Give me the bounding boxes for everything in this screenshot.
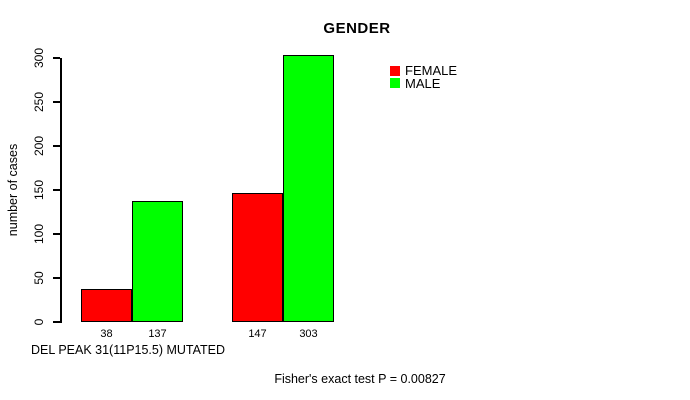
legend-swatch-male [390, 78, 400, 88]
chart-title: GENDER [323, 20, 391, 37]
legend-label: FEMALE [405, 63, 458, 78]
bar-count-label: 38 [100, 328, 113, 340]
y-tick-label: 0 [32, 318, 46, 326]
bar-male-group2 [283, 55, 334, 322]
y-tick-label: 250 [32, 91, 46, 113]
y-tick-label: 50 [32, 271, 46, 285]
y-tick-label: 300 [32, 47, 46, 69]
y-tick-mark [53, 101, 60, 103]
bar-male-group1 [132, 201, 183, 322]
y-tick-mark [53, 145, 60, 147]
fisher-test-annotation: Fisher's exact test P = 0.00827 [274, 372, 446, 386]
bar-female-group1 [81, 288, 132, 322]
legend-item-male: MALE [390, 75, 457, 91]
bar-female-group2 [232, 192, 283, 322]
y-tick-mark [53, 321, 60, 323]
y-tick-label: 100 [32, 223, 46, 245]
legend-swatch-female [390, 65, 400, 76]
y-axis-line [60, 57, 62, 323]
y-tick-mark [53, 189, 60, 191]
bar-count-label: 303 [299, 328, 318, 340]
y-tick-label: 200 [32, 135, 46, 157]
legend-label: MALE [405, 75, 441, 91]
y-tick-mark [53, 277, 60, 279]
x-axis-label: DEL PEAK 31(11P15.5) MUTATED [31, 343, 226, 357]
bar-count-label: 147 [248, 328, 267, 340]
legend: FEMALE MALE [390, 63, 458, 91]
y-axis-label: number of cases [6, 143, 20, 237]
legend-item-female: FEMALE [390, 63, 458, 78]
y-tick-mark [53, 233, 60, 235]
y-tick-label: 150 [32, 179, 46, 201]
y-tick-mark [53, 57, 60, 59]
bar-count-label: 137 [148, 328, 167, 340]
